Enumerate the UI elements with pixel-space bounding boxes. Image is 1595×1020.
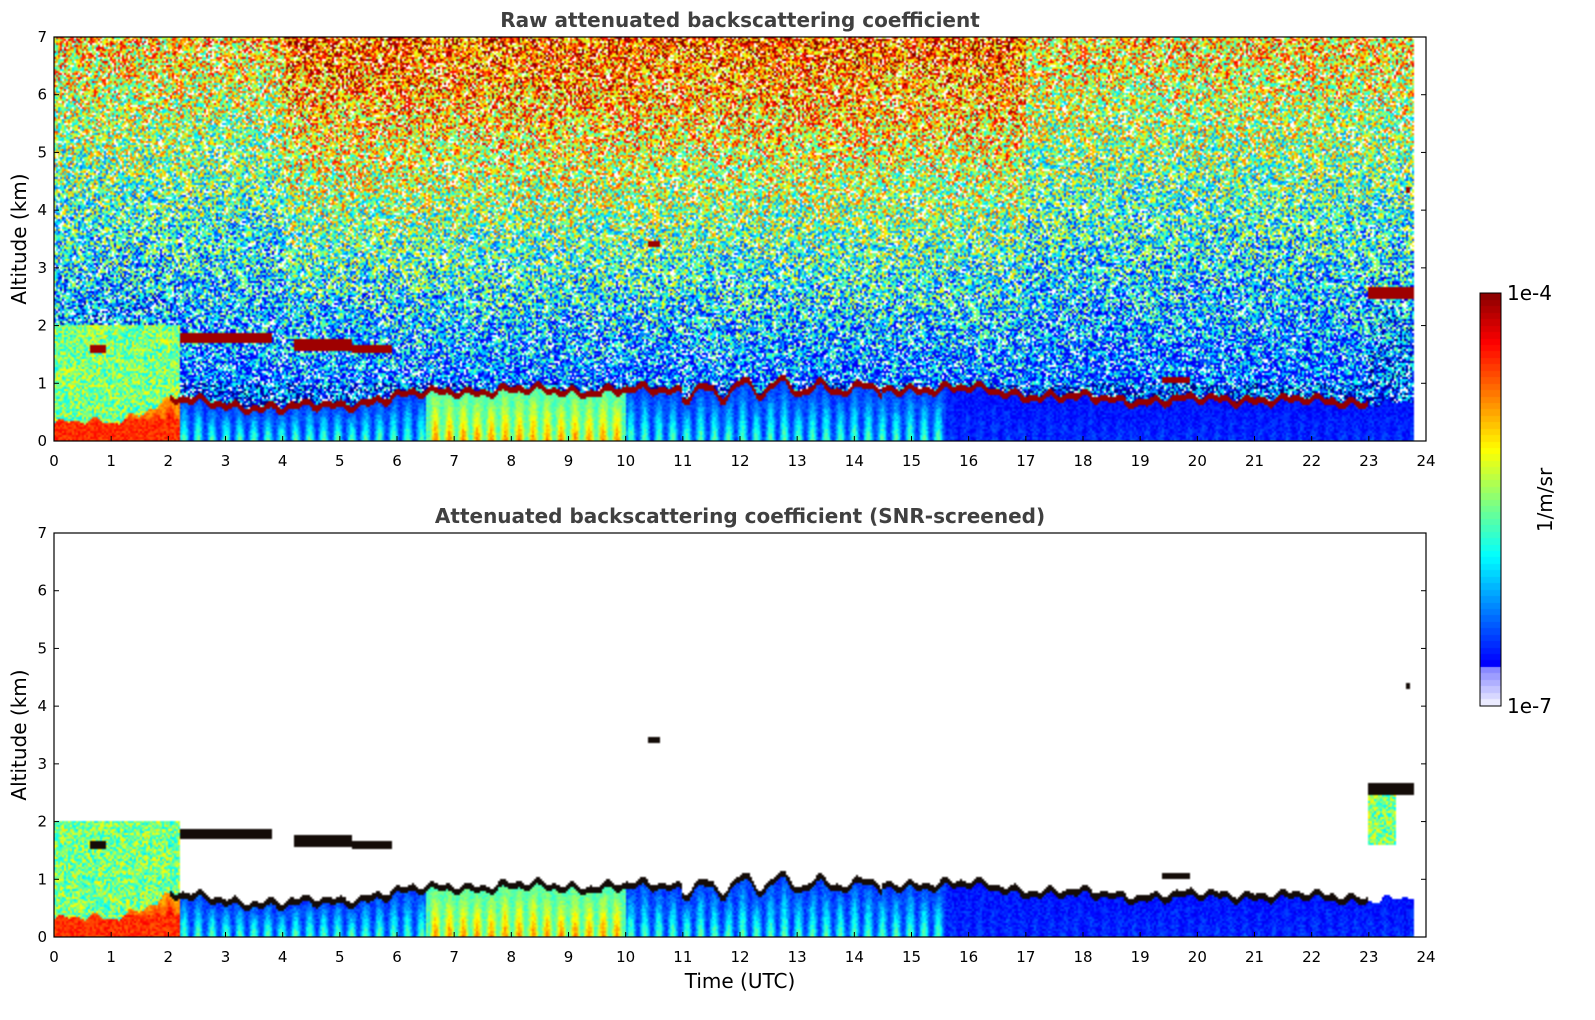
panel-screened-heatmap xyxy=(54,533,1426,937)
y-tick-label: 4 xyxy=(37,201,47,219)
x-tick-label: 0 xyxy=(49,452,59,470)
y-tick-label: 3 xyxy=(37,755,47,773)
x-tick-label: 23 xyxy=(1359,452,1378,470)
x-tick-label: 16 xyxy=(959,948,978,966)
panel-raw-ticks: 0 1 2 3 4 5 6 7 8 9 10 11 12 13 14 15 16 17 18 19 20 21 22 23 24… xyxy=(37,28,1435,470)
x-tick-label: 9 xyxy=(564,948,574,966)
panel-screened-xlabel: Time (UTC) xyxy=(684,969,796,993)
panel-raw-title: Raw attenuated backscattering coefficien… xyxy=(500,8,980,32)
y-tick-label: 1 xyxy=(37,870,47,888)
y-tick-label: 5 xyxy=(37,639,47,657)
x-tick-label: 11 xyxy=(673,948,692,966)
x-tick-label: 24 xyxy=(1416,948,1435,966)
x-tick-label: 7 xyxy=(449,948,459,966)
y-tick-label: 7 xyxy=(37,524,47,542)
x-tick-label: 21 xyxy=(1245,948,1264,966)
x-tick-label: 14 xyxy=(845,452,864,470)
x-tick-label: 3 xyxy=(221,948,231,966)
x-tick-label: 16 xyxy=(959,452,978,470)
x-tick-label: 1 xyxy=(106,948,116,966)
x-tick-label: 6 xyxy=(392,948,402,966)
x-tick-label: 11 xyxy=(673,452,692,470)
x-tick-label: 20 xyxy=(1188,452,1207,470)
x-tick-label: 23 xyxy=(1359,948,1378,966)
x-tick-label: 12 xyxy=(730,948,749,966)
y-tick-label: 2 xyxy=(37,317,47,335)
x-tick-label: 2 xyxy=(164,452,174,470)
x-tick-label: 18 xyxy=(1073,452,1092,470)
x-tick-label: 18 xyxy=(1073,948,1092,966)
x-tick-label: 9 xyxy=(564,452,574,470)
x-tick-label: 5 xyxy=(335,948,345,966)
panel-screened-title: Attenuated backscattering coefficient (S… xyxy=(435,504,1045,528)
colorbar-gradient xyxy=(1480,293,1501,706)
x-tick-label: 10 xyxy=(616,948,635,966)
x-tick-label: 22 xyxy=(1302,948,1321,966)
panel-raw-ylabel: Altitude (km) xyxy=(7,173,31,304)
panel-raw: Raw attenuated backscattering coefficien… xyxy=(7,8,1436,470)
y-tick-label: 0 xyxy=(37,432,47,450)
y-tick-label: 6 xyxy=(37,582,47,600)
x-tick-label: 4 xyxy=(278,452,288,470)
y-tick-label: 6 xyxy=(37,86,47,104)
x-tick-label: 4 xyxy=(278,948,288,966)
y-tick-label: 7 xyxy=(37,28,47,46)
x-tick-label: 21 xyxy=(1245,452,1264,470)
y-tick-label: 2 xyxy=(37,813,47,831)
panel-raw-heatmap xyxy=(54,37,1426,441)
x-tick-label: 17 xyxy=(1016,948,1035,966)
panel-screened-ylabel: Altitude (km) xyxy=(7,669,31,800)
x-tick-label: 22 xyxy=(1302,452,1321,470)
y-tick-label: 0 xyxy=(37,928,47,946)
y-tick-label: 4 xyxy=(37,697,47,715)
y-tick-label: 5 xyxy=(37,143,47,161)
x-tick-label: 3 xyxy=(221,452,231,470)
x-tick-label: 6 xyxy=(392,452,402,470)
colorbar: 1e-4 1e-7 1/m/sr xyxy=(1479,281,1557,718)
colorbar-unit-label: 1/m/sr xyxy=(1533,467,1557,532)
x-tick-label: 14 xyxy=(845,948,864,966)
x-tick-label: 7 xyxy=(449,452,459,470)
x-tick-label: 2 xyxy=(164,948,174,966)
colorbar-min-label: 1e-7 xyxy=(1507,694,1552,718)
colorbar-frame xyxy=(1479,292,1502,707)
x-tick-label: 24 xyxy=(1416,452,1435,470)
x-tick-label: 15 xyxy=(902,452,921,470)
x-tick-label: 1 xyxy=(106,452,116,470)
x-tick-label: 13 xyxy=(788,948,807,966)
x-tick-label: 10 xyxy=(616,452,635,470)
x-tick-label: 20 xyxy=(1188,948,1207,966)
x-tick-label: 8 xyxy=(507,452,517,470)
panel-screened-ticks: 0 1 2 3 4 5 6 7 8 9 10 11 12 13 14 15 16 17 18 19 20 21 22 23 24… xyxy=(37,524,1435,966)
x-tick-label: 15 xyxy=(902,948,921,966)
x-tick-label: 19 xyxy=(1131,948,1150,966)
panel-screened: Attenuated backscattering coefficient (S… xyxy=(7,504,1436,993)
y-tick-label: 1 xyxy=(37,374,47,392)
x-tick-label: 8 xyxy=(507,948,517,966)
x-tick-label: 13 xyxy=(788,452,807,470)
colorbar-max-label: 1e-4 xyxy=(1507,281,1552,305)
x-tick-label: 0 xyxy=(49,948,59,966)
x-tick-label: 12 xyxy=(730,452,749,470)
x-tick-label: 5 xyxy=(335,452,345,470)
y-tick-label: 3 xyxy=(37,259,47,277)
x-tick-label: 19 xyxy=(1131,452,1150,470)
x-tick-label: 17 xyxy=(1016,452,1035,470)
